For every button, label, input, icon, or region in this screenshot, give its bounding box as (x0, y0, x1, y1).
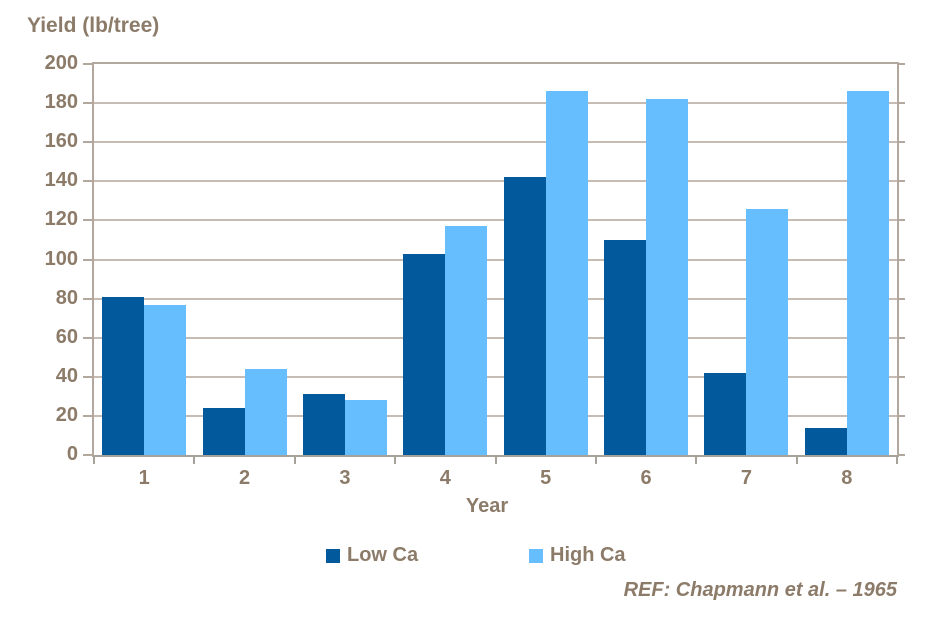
x-tick-label: 5 (540, 467, 552, 489)
x-tick-mark (594, 457, 597, 464)
y-tick-mark (83, 180, 92, 183)
gridline (94, 297, 897, 300)
y-tick-label: 140 (44, 169, 78, 192)
bar-low-ca-year-7 (704, 372, 747, 455)
x-tick-label: 2 (239, 467, 251, 489)
y-tick-mark-right (899, 297, 905, 300)
legend-item-low-ca: Low Ca (326, 544, 418, 567)
x-tick-mark (394, 457, 397, 464)
legend-item-high-ca: High Ca (529, 544, 626, 567)
y-tick-mark-right (899, 258, 905, 261)
bar-low-ca-year-1 (102, 296, 145, 455)
y-tick-mark (83, 141, 92, 144)
legend-label-low-ca: Low Ca (347, 544, 419, 566)
y-tick-mark-right (899, 180, 905, 183)
reference-note: REF: Chapmann et al. – 1965 (623, 579, 897, 601)
x-tick-mark (494, 457, 497, 464)
y-tick-mark (83, 297, 92, 300)
bar-low-ca-year-4 (403, 253, 446, 455)
x-tick-label: 1 (138, 467, 150, 489)
x-tick-mark (93, 457, 95, 464)
x-axis-title: Year (465, 495, 509, 517)
bar-high-ca-year-4 (445, 226, 488, 455)
plot-area (92, 62, 899, 457)
bar-high-ca-year-7 (746, 208, 789, 455)
y-tick-mark (83, 414, 92, 417)
legend-label-high-ca: High Ca (550, 544, 626, 566)
y-tick-label: 200 (44, 52, 78, 74)
gridline (94, 180, 897, 183)
gridline (94, 258, 897, 261)
bar-high-ca-year-3 (344, 400, 387, 455)
x-tick-mark (896, 457, 898, 464)
bar-high-ca-year-5 (545, 91, 588, 455)
bar-high-ca-year-8 (846, 91, 889, 455)
y-tick-mark (83, 258, 92, 261)
x-tick-label: 3 (339, 467, 351, 489)
y-tick-mark (83, 63, 92, 65)
gridline (94, 219, 897, 222)
bar-low-ca-year-3 (302, 394, 345, 455)
y-tick-mark (83, 219, 92, 222)
y-tick-label: 40 (55, 364, 78, 387)
gridline (94, 414, 897, 417)
gridline (94, 102, 897, 105)
y-tick-mark (83, 102, 92, 105)
bar-low-ca-year-5 (503, 177, 546, 455)
y-tick-mark (83, 375, 92, 378)
chart-title: Yield (lb/tree) (27, 14, 160, 37)
y-tick-label: 80 (55, 286, 78, 309)
x-tick-mark (193, 457, 196, 464)
x-tick-mark (695, 457, 698, 464)
y-tick-mark-right (899, 336, 905, 339)
y-tick-mark-right (899, 219, 905, 222)
bar-low-ca-year-2 (202, 408, 245, 455)
gridline (94, 375, 897, 378)
y-tick-label: 180 (44, 91, 78, 114)
y-tick-label: 120 (44, 208, 78, 231)
gridline (94, 336, 897, 339)
y-tick-mark-right (899, 63, 905, 65)
x-tick-label: 7 (740, 467, 752, 489)
y-tick-label: 0 (66, 443, 78, 465)
bar-high-ca-year-2 (244, 369, 287, 455)
y-tick-mark-right (899, 454, 905, 456)
y-tick-mark (83, 454, 92, 456)
bar-low-ca-year-8 (804, 427, 847, 455)
y-tick-mark-right (899, 102, 905, 105)
y-tick-mark-right (899, 141, 905, 144)
x-tick-mark (795, 457, 798, 464)
y-tick-mark (83, 336, 92, 339)
bar-high-ca-year-1 (144, 304, 187, 455)
y-tick-mark-right (899, 375, 905, 378)
x-tick-label: 8 (841, 467, 853, 489)
low-ca-swatch-icon (326, 548, 340, 563)
y-tick-label: 20 (55, 403, 78, 426)
high-ca-swatch-icon (529, 548, 543, 563)
y-tick-label: 100 (44, 247, 78, 270)
x-tick-label: 4 (439, 467, 451, 489)
y-tick-label: 160 (44, 130, 78, 153)
x-tick-label: 6 (640, 467, 652, 489)
bar-low-ca-year-6 (604, 239, 647, 455)
y-tick-label: 60 (55, 325, 78, 348)
y-tick-mark-right (899, 414, 905, 417)
x-tick-mark (293, 457, 296, 464)
gridline (94, 141, 897, 144)
bar-high-ca-year-6 (646, 99, 689, 455)
